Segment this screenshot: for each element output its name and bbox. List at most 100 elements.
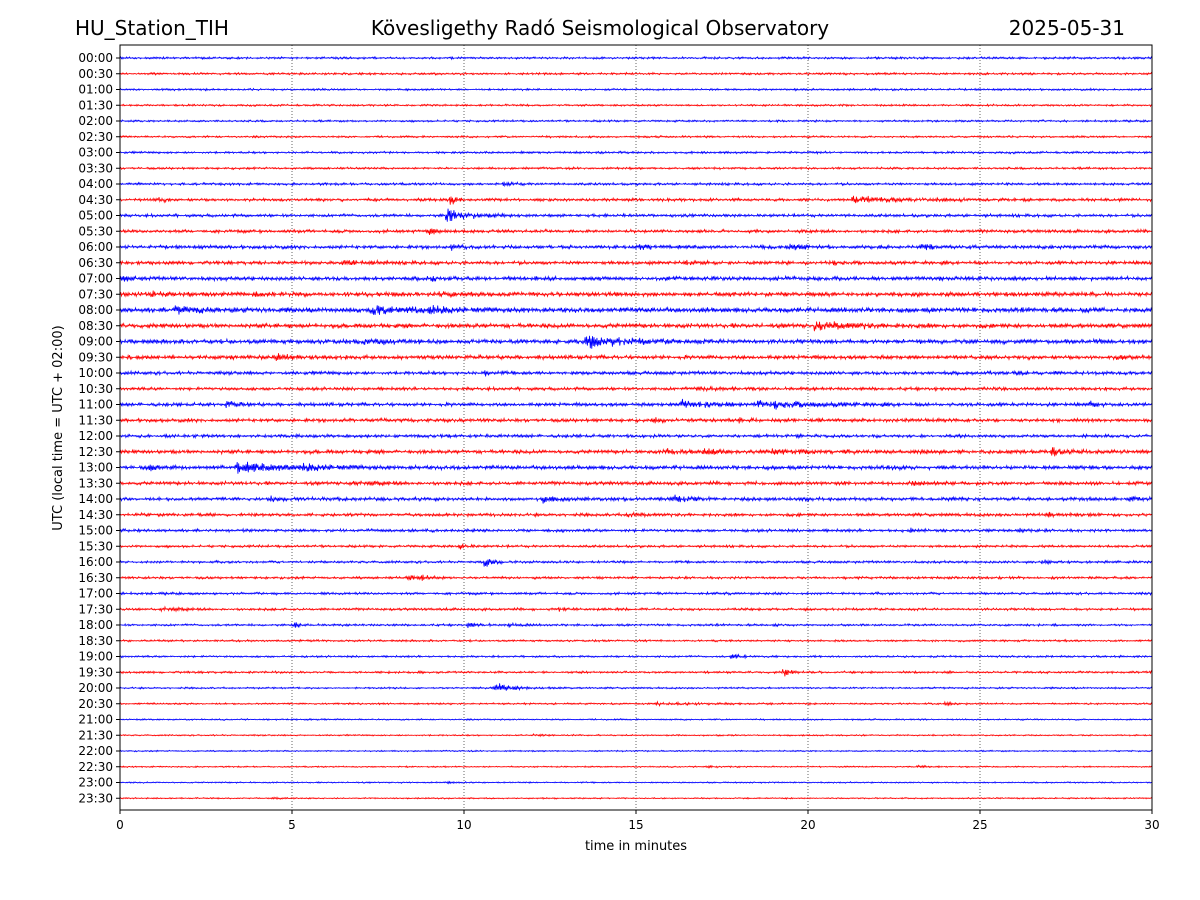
seismic-trace: [119, 243, 1153, 251]
y-tick-label: 16:00: [78, 555, 113, 569]
seismic-trace: [119, 165, 1153, 171]
seismic-trace: [119, 479, 1153, 487]
seismic-trace: [119, 764, 1153, 769]
seismic-trace: [119, 369, 1153, 377]
seismic-trace: [119, 447, 1153, 457]
y-tick-label: 18:00: [78, 618, 113, 632]
y-tick-label: 15:30: [78, 539, 113, 553]
seismic-trace: [119, 494, 1153, 504]
seismic-trace: [119, 683, 1153, 692]
y-tick-label: 12:00: [78, 429, 113, 443]
y-tick-label: 23:30: [78, 791, 113, 805]
x-tick-label: 5: [288, 818, 296, 832]
y-tick-label: 00:30: [78, 67, 113, 81]
x-axis-label: time in minutes: [585, 839, 687, 854]
seismic-trace: [119, 461, 1153, 474]
seismic-trace: [119, 228, 1153, 236]
seismic-trace: [119, 208, 1153, 222]
y-tick-label: 21:30: [78, 728, 113, 742]
seismic-trace: [119, 134, 1153, 139]
seismic-trace: [119, 574, 1153, 582]
seismic-trace: [119, 590, 1153, 597]
seismic-trace: [119, 258, 1153, 267]
seismic-trace: [119, 290, 1153, 299]
station-name: HU_Station_TIH: [75, 16, 229, 40]
y-tick-label: 13:00: [78, 461, 113, 475]
y-tick-label: 06:30: [78, 256, 113, 270]
x-tick-label: 30: [1144, 818, 1159, 832]
seismic-trace: [119, 385, 1153, 393]
seismic-trace: [119, 543, 1153, 550]
y-tick-label: 02:30: [78, 130, 113, 144]
y-tick-label: 02:00: [78, 114, 113, 128]
seismic-trace: [119, 510, 1153, 519]
y-tick-label: 11:30: [78, 413, 113, 427]
y-tick-label: 04:30: [78, 193, 113, 207]
y-tick-label: 05:30: [78, 224, 113, 238]
y-tick-label: 07:30: [78, 287, 113, 301]
y-tick-label: 08:30: [78, 319, 113, 333]
y-tick-label: 10:30: [78, 382, 113, 396]
y-tick-label: 09:00: [78, 335, 113, 349]
x-tick-label: 25: [972, 818, 987, 832]
seismic-trace: [119, 274, 1153, 283]
y-tick-label: 17:00: [78, 587, 113, 601]
y-axis-label: UTC (local time = UTC + 02:00): [51, 325, 66, 530]
y-tick-label: 17:30: [78, 602, 113, 616]
y-tick-label: 20:00: [78, 681, 113, 695]
y-tick-label: 10:00: [78, 366, 113, 380]
seismic-trace: [119, 653, 1153, 660]
seismic-trace: [119, 55, 1153, 61]
seismic-trace: [119, 669, 1153, 677]
seismic-trace: [119, 71, 1153, 77]
seismic-trace: [119, 638, 1153, 643]
seismic-trace: [119, 416, 1153, 425]
y-tick-label: 21:00: [78, 713, 113, 727]
seismic-trace: [119, 87, 1153, 92]
seismic-trace: [119, 605, 1153, 613]
seismic-trace: [119, 558, 1153, 567]
seismic-trace: [119, 103, 1153, 108]
x-tick-label: 10: [456, 818, 471, 832]
seismic-trace: [119, 700, 1153, 708]
seismic-trace: [119, 304, 1153, 315]
y-tick-label: 19:30: [78, 665, 113, 679]
y-tick-label: 01:00: [78, 83, 113, 97]
y-tick-label: 06:00: [78, 240, 113, 254]
y-tick-label: 03:30: [78, 161, 113, 175]
x-tick-label: 0: [116, 818, 124, 832]
seismic-trace: [119, 353, 1153, 362]
y-tick-label: 08:00: [78, 303, 113, 317]
seismic-trace: [119, 321, 1153, 332]
y-tick-label: 07:00: [78, 272, 113, 286]
seismic-trace: [119, 749, 1153, 753]
y-tick-label: 12:30: [78, 445, 113, 459]
seismic-trace: [119, 118, 1153, 124]
chart-title: Kövesligethy Radó Seismological Observat…: [371, 16, 829, 40]
chart-date: 2025-05-31: [1009, 16, 1125, 40]
y-tick-label: 22:00: [78, 744, 113, 758]
y-tick-label: 20:30: [78, 697, 113, 711]
x-tick-label: 20: [800, 818, 815, 832]
y-tick-label: 13:30: [78, 476, 113, 490]
x-axis-ticks: 0 5 10 15 20 25 30: [116, 810, 1160, 832]
seismic-trace: [119, 195, 1153, 205]
seismic-trace: [119, 432, 1153, 440]
y-tick-label: 09:30: [78, 350, 113, 364]
y-tick-label: 22:30: [78, 760, 113, 774]
trace-group: [119, 55, 1153, 800]
y-tick-label: 03:00: [78, 146, 113, 160]
y-tick-label: 19:00: [78, 650, 113, 664]
y-tick-label: 18:30: [78, 634, 113, 648]
seismic-trace: [119, 717, 1153, 722]
y-tick-label: 14:00: [78, 492, 113, 506]
seismic-trace: [119, 180, 1153, 188]
y-tick-label: 14:30: [78, 508, 113, 522]
seismic-trace: [119, 398, 1153, 410]
grid-lines: [291, 45, 981, 810]
seismic-trace: [119, 780, 1153, 785]
y-tick-label: 05:00: [78, 209, 113, 223]
plot-frame: [119, 44, 1153, 811]
